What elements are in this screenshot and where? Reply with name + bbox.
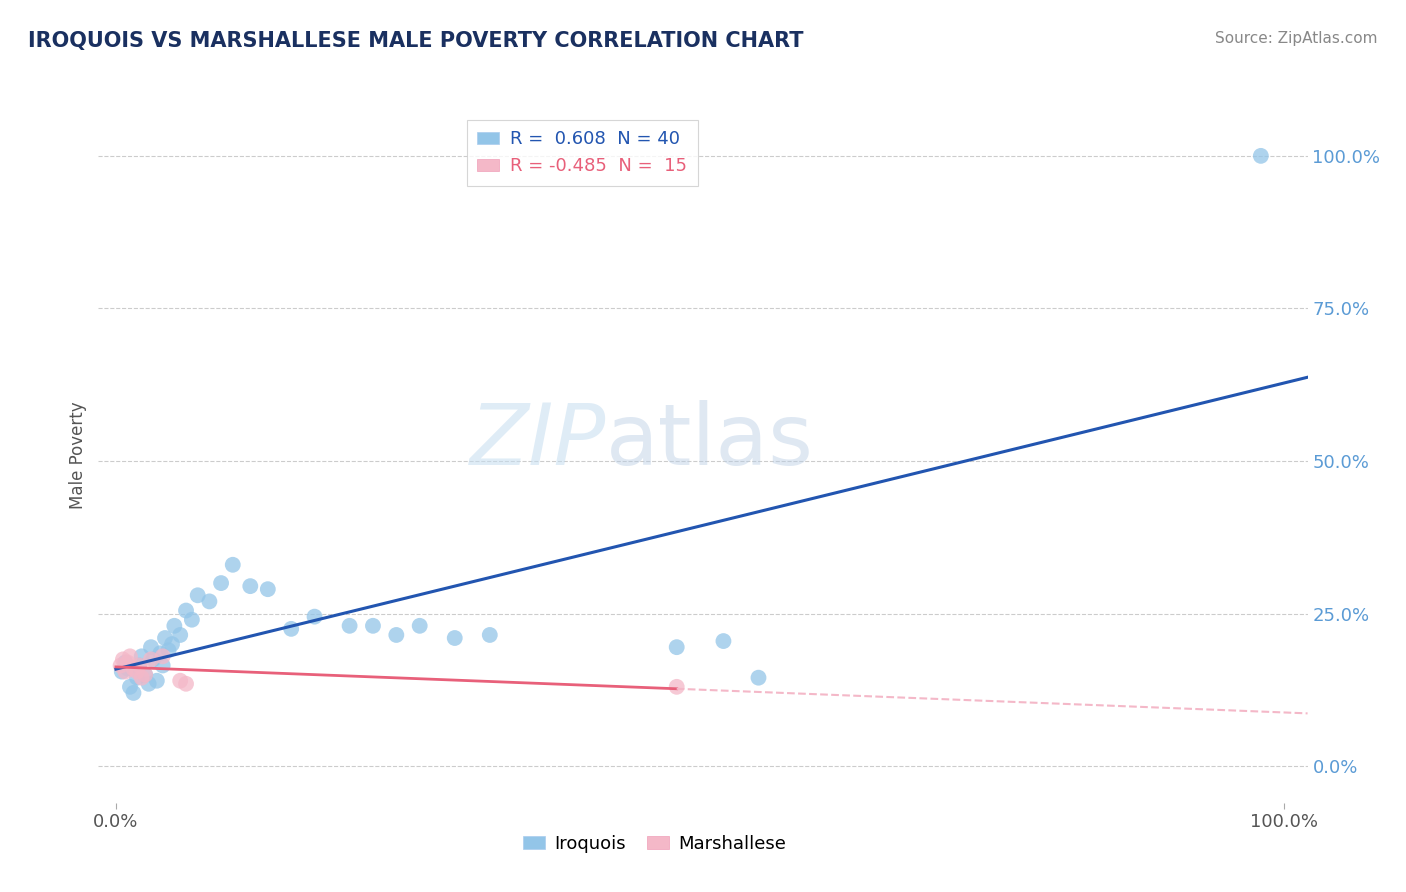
Point — [163, 619, 186, 633]
Point — [152, 649, 174, 664]
Point — [1250, 149, 1272, 163]
Point — [117, 656, 139, 670]
Point — [138, 677, 160, 691]
Point — [361, 619, 384, 633]
Point — [146, 673, 169, 688]
Point — [117, 661, 139, 675]
Text: ZIP: ZIP — [470, 400, 606, 483]
Point — [157, 643, 180, 657]
Text: Source: ZipAtlas.com: Source: ZipAtlas.com — [1215, 31, 1378, 46]
Point — [153, 631, 176, 645]
Point — [122, 686, 145, 700]
Point — [118, 649, 141, 664]
Point — [339, 619, 361, 633]
Point — [139, 652, 162, 666]
Point — [180, 613, 202, 627]
Point — [134, 667, 156, 681]
Point — [665, 680, 688, 694]
Point — [713, 634, 735, 648]
Point — [122, 661, 145, 675]
Point — [142, 652, 165, 666]
Point — [152, 658, 174, 673]
Point — [160, 637, 183, 651]
Point — [128, 658, 150, 673]
Point — [304, 609, 326, 624]
Point — [280, 622, 302, 636]
Point — [665, 640, 688, 655]
Point — [385, 628, 408, 642]
Point — [409, 619, 432, 633]
Point — [478, 628, 501, 642]
Point — [149, 646, 172, 660]
Point — [111, 665, 134, 679]
Point — [114, 665, 136, 679]
Point — [256, 582, 278, 597]
Text: atlas: atlas — [606, 400, 814, 483]
Point — [134, 667, 156, 681]
Point — [443, 631, 465, 645]
Point — [169, 628, 191, 642]
Point — [118, 680, 141, 694]
Point — [198, 594, 221, 608]
Point — [114, 656, 136, 670]
Point — [139, 640, 162, 655]
Point — [174, 603, 197, 617]
Point — [222, 558, 245, 572]
Point — [239, 579, 262, 593]
Point — [187, 588, 209, 602]
Point — [110, 658, 132, 673]
Legend: Iroquois, Marshallese: Iroquois, Marshallese — [516, 828, 793, 860]
Point — [174, 677, 197, 691]
Point — [125, 671, 148, 685]
Text: IROQUOIS VS MARSHALLESE MALE POVERTY CORRELATION CHART: IROQUOIS VS MARSHALLESE MALE POVERTY COR… — [28, 31, 804, 51]
Point — [747, 671, 769, 685]
Point — [169, 673, 191, 688]
Point — [209, 576, 232, 591]
Y-axis label: Male Poverty: Male Poverty — [69, 401, 87, 508]
Point — [131, 671, 153, 685]
Point — [125, 665, 148, 679]
Point — [111, 652, 134, 666]
Point — [131, 649, 153, 664]
Point — [128, 658, 150, 673]
